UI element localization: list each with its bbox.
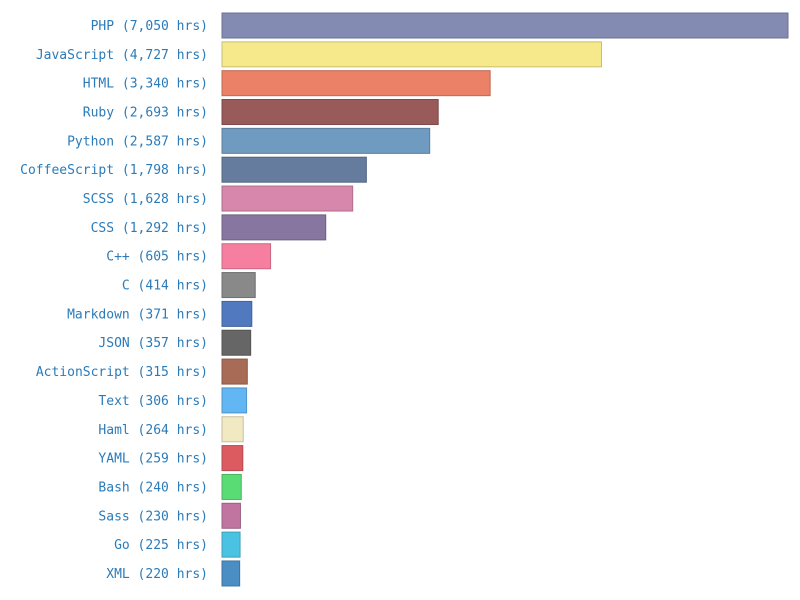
category-label: HTML (3,340 hrs) xyxy=(83,77,208,92)
bar-coffeescript xyxy=(221,156,367,183)
bar-json xyxy=(221,329,252,356)
category-label: Bash (240 hrs) xyxy=(98,480,208,495)
bar-xml xyxy=(221,560,241,587)
category-label: CoffeeScript (1,798 hrs) xyxy=(20,163,208,178)
bar-python xyxy=(221,127,431,154)
category-label: Ruby (2,693 hrs) xyxy=(83,106,208,121)
category-label: ActionScript (315 hrs) xyxy=(36,365,208,380)
bar-haml xyxy=(221,416,244,443)
bar-ruby xyxy=(221,99,439,126)
category-label: YAML (259 hrs) xyxy=(98,452,208,467)
category-label: PHP (7,050 hrs) xyxy=(91,19,208,34)
category-label: JSON (357 hrs) xyxy=(98,336,208,351)
bar-c xyxy=(221,272,256,299)
category-label: JavaScript (4,727 hrs) xyxy=(36,48,208,63)
category-label: Text (306 hrs) xyxy=(98,394,208,409)
category-label: Markdown (371 hrs) xyxy=(67,307,208,322)
category-label: SCSS (1,628 hrs) xyxy=(83,192,208,207)
category-label: Python (2,587 hrs) xyxy=(67,134,208,149)
category-label: Go (225 hrs) xyxy=(114,538,208,553)
bar-c- xyxy=(221,243,272,270)
category-label: Sass (230 hrs) xyxy=(98,509,208,524)
bar-html xyxy=(221,70,491,97)
bar-yaml xyxy=(221,445,244,472)
bar-bash xyxy=(221,473,242,500)
category-label: C (414 hrs) xyxy=(122,279,208,294)
category-label: XML (220 hrs) xyxy=(106,567,208,582)
bar-markdown xyxy=(221,300,253,327)
bar-text xyxy=(221,387,248,414)
category-label: Haml (264 hrs) xyxy=(98,423,208,438)
bar-sass xyxy=(221,502,241,529)
bar-javascript xyxy=(221,41,603,68)
bar-scss xyxy=(221,185,354,212)
bar-go xyxy=(221,531,241,558)
category-label: C++ (605 hrs) xyxy=(106,250,208,265)
bar-actionscript xyxy=(221,358,248,385)
category-label: CSS (1,292 hrs) xyxy=(91,221,208,236)
bar-css xyxy=(221,214,327,241)
bar-php xyxy=(221,12,789,39)
